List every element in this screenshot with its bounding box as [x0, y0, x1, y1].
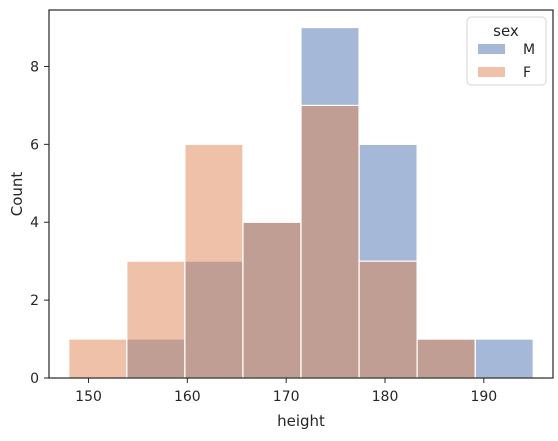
legend-title: sex [493, 22, 519, 40]
bar-m-7 [474, 338, 534, 379]
bar-f-5 [358, 260, 418, 379]
x-tick-label-160: 160 [174, 389, 201, 405]
x-tick-label-180: 180 [372, 389, 399, 405]
legend-swatch-f [478, 67, 505, 77]
bar-f-6 [416, 338, 476, 379]
bar-f-4 [300, 104, 360, 379]
legend-label-m: M [523, 42, 535, 58]
bars-layer [68, 26, 534, 379]
y-tick-label-6: 6 [30, 137, 39, 153]
bar-f-3 [242, 221, 302, 379]
bar-f-0 [68, 338, 128, 379]
bar-f-2 [184, 143, 244, 379]
legend-label-f: F [523, 65, 531, 81]
x-ticks: 150 160 170 180 190 [75, 378, 497, 405]
y-ticks: 0 2 4 6 8 [30, 59, 49, 387]
legend-swatch-m [478, 44, 505, 54]
y-axis-label: Count [8, 172, 26, 217]
y-tick-label-0: 0 [30, 371, 39, 387]
y-tick-label-8: 8 [30, 59, 39, 75]
x-tick-label-170: 170 [273, 389, 300, 405]
x-tick-label-190: 190 [470, 389, 497, 405]
plot-frame [48, 9, 554, 379]
y-tick-label-4: 4 [30, 215, 39, 231]
y-tick-label-2: 2 [30, 293, 39, 309]
bar-f-1 [126, 260, 186, 379]
legend: sex M F [466, 16, 547, 86]
x-tick-label-150: 150 [75, 389, 102, 405]
x-axis-label: height [277, 412, 325, 430]
